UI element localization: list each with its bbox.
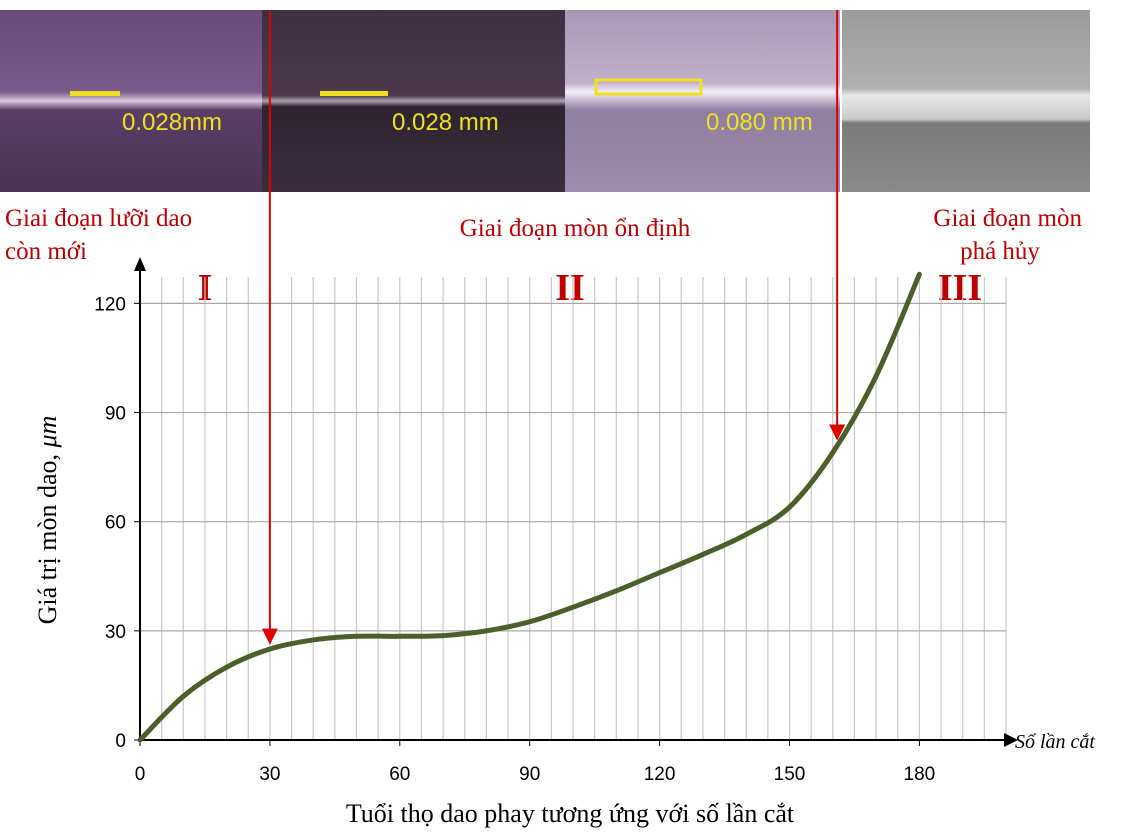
stage-label: còn mới (5, 238, 87, 265)
stage-numeral: III (938, 267, 982, 309)
x-axis-arrow (1004, 733, 1018, 747)
x-axis-end-label: Số lần cắt (1015, 731, 1095, 753)
stage-numeral: II (555, 267, 585, 309)
measure-bar (70, 91, 120, 96)
stage-label: Giai đoạn lưỡi dao (5, 205, 192, 232)
plot: 0 30 60 90 120 0 30 60 90 120 150 180 (94, 10, 1018, 785)
wear-curve (137, 271, 922, 743)
y-tick-label: 0 (115, 731, 126, 752)
x-tick-label: 90 (519, 764, 540, 785)
x-tick-label: 180 (904, 764, 936, 785)
photos: 0.028mm 0.028 mm 0.080 mm (0, 10, 1090, 192)
x-tick-label: 0 (135, 764, 146, 785)
photo (842, 10, 1090, 192)
photo (0, 10, 262, 192)
y-axis-label: Giá trị mòn dao, μm (33, 416, 62, 625)
y-tick-label: 30 (105, 622, 126, 643)
photo-label: 0.028mm (122, 109, 222, 136)
y-tick-label: 120 (94, 294, 126, 315)
measure-bar (594, 78, 703, 96)
stage-label: phá hủy (960, 238, 1040, 265)
y-axis-label-unit: μm (33, 416, 62, 449)
stage-labels: Giai đoạn lưỡi dao còn mới Giai đoạn mòn… (5, 205, 1082, 309)
x-tick-label: 30 (259, 764, 280, 785)
x-tick-label: 60 (389, 764, 410, 785)
photo (565, 10, 840, 192)
y-tick-label: 90 (105, 404, 126, 425)
photo-label: 0.080 mm (706, 109, 813, 136)
y-axis-arrow (134, 257, 146, 271)
x-tick-label: 120 (644, 764, 676, 785)
stage-label: Giai đoạn mòn ổn định (460, 215, 691, 242)
y-tick-label: 60 (105, 513, 126, 534)
measure-bar (320, 91, 388, 96)
y-axis-label-text: Giá trị mòn dao, (33, 447, 62, 624)
photo (262, 10, 565, 192)
x-tick-label: 150 (774, 764, 806, 785)
photo-label: 0.028 mm (392, 109, 499, 136)
x-axis-label: Tuổi thọ dao phay tương ứng với số lần c… (346, 799, 795, 828)
stage-label: Giai đoạn mòn (933, 205, 1082, 232)
